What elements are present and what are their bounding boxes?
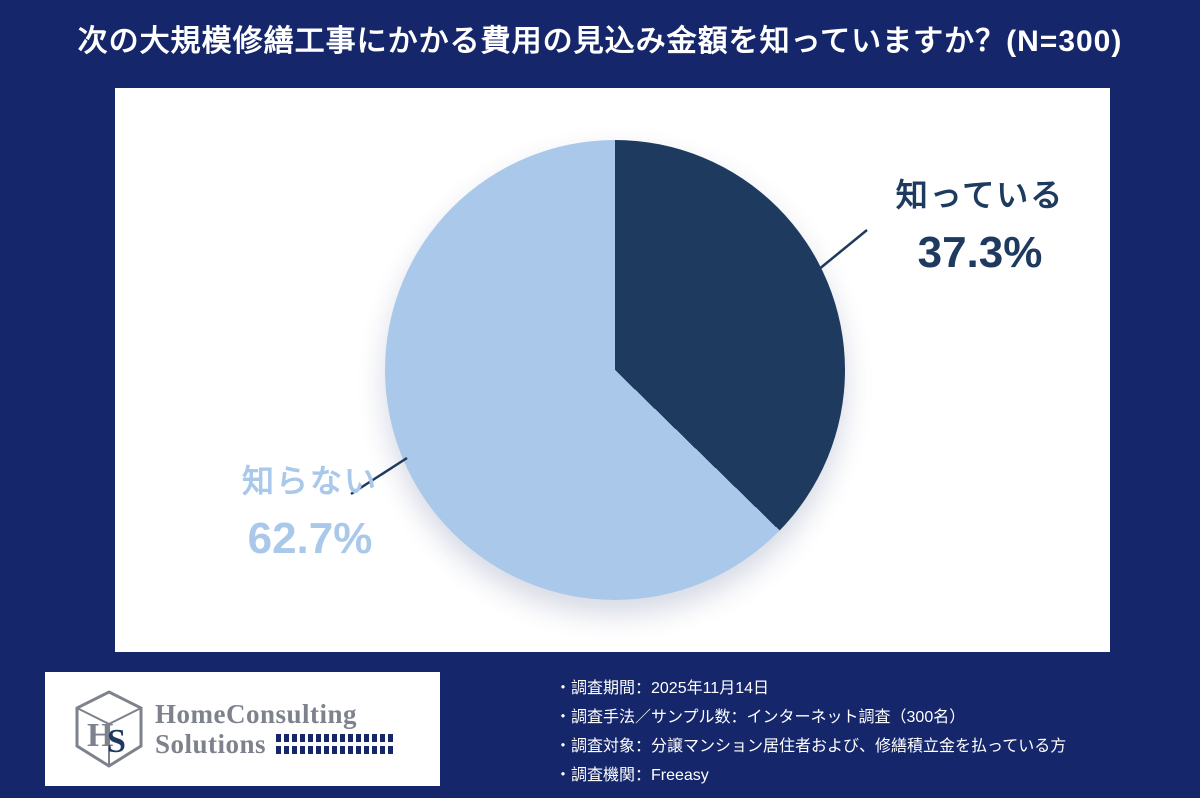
callout-know-value: 37.3%: [917, 228, 1043, 277]
note-survey-agency: ・調査機関：Freeasy: [555, 767, 709, 784]
callout-notknow: 知らない 62.7%: [185, 456, 435, 564]
logo-text: HomeConsulting Solutions: [155, 698, 395, 759]
company-logo: H S HomeConsulting Solutions: [45, 672, 440, 786]
note-survey-period: ・調査期間：2025年11月14日: [555, 680, 770, 697]
svg-text:S: S: [107, 723, 126, 760]
chart-card: 知っている 37.3% 知らない 62.7%: [115, 88, 1110, 652]
logo-text-line1: HomeConsulting: [155, 698, 358, 729]
logo-cube-icon: H S: [75, 690, 143, 768]
note-survey-target: ・調査対象：分譲マンション居住者および、修繕積立金を払っている方: [555, 738, 1067, 755]
callout-know: 知っている 37.3%: [850, 170, 1110, 278]
callout-notknow-label: 知らない: [241, 463, 378, 499]
pie-chart: [385, 140, 845, 600]
page-title: 次の大規模修繕工事にかかる費用の見込み金額を知っていますか？(N=300): [77, 25, 1123, 58]
callout-know-label: 知っている: [895, 177, 1065, 213]
svg-text:H: H: [87, 717, 113, 754]
note-survey-method: ・調査手法／サンプル数：インターネット調査（300名）: [555, 709, 966, 726]
survey-notes: ・調査期間：2025年11月14日 ・調査手法／サンプル数：インターネット調査（…: [555, 674, 1175, 790]
logo-text-line2: Solutions: [155, 729, 267, 759]
callout-notknow-value: 62.7%: [247, 514, 373, 563]
logo-barcode-icon: [276, 734, 395, 755]
